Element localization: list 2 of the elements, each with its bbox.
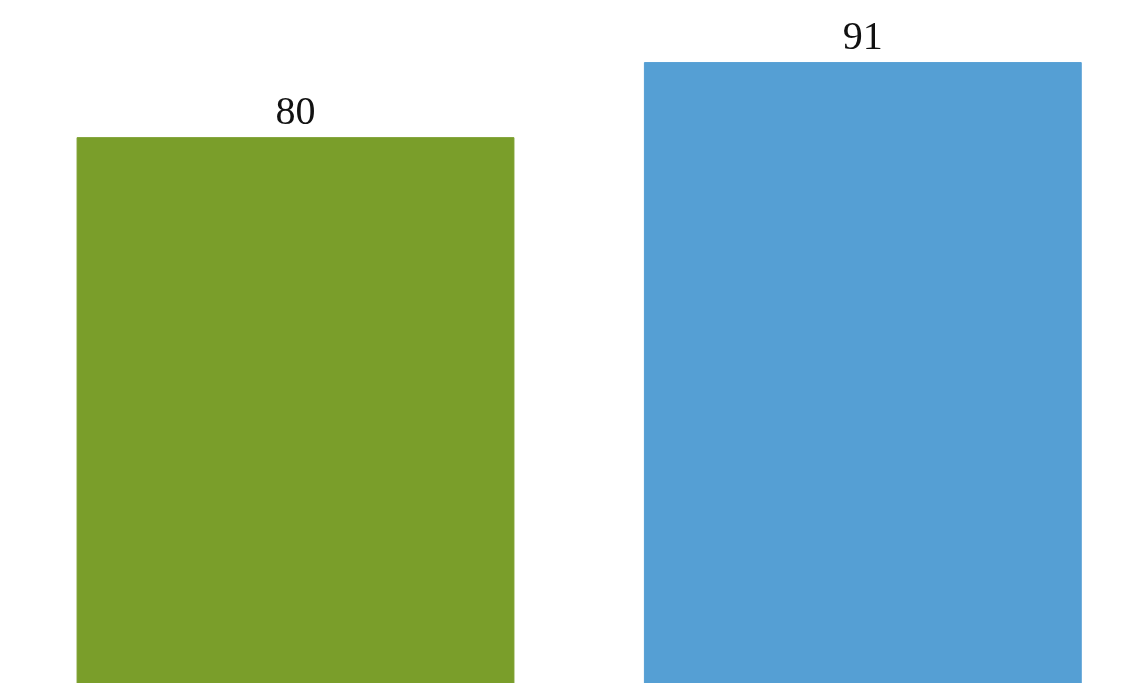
data-label: 91 — [842, 12, 883, 58]
data-label: 80 — [275, 87, 316, 133]
